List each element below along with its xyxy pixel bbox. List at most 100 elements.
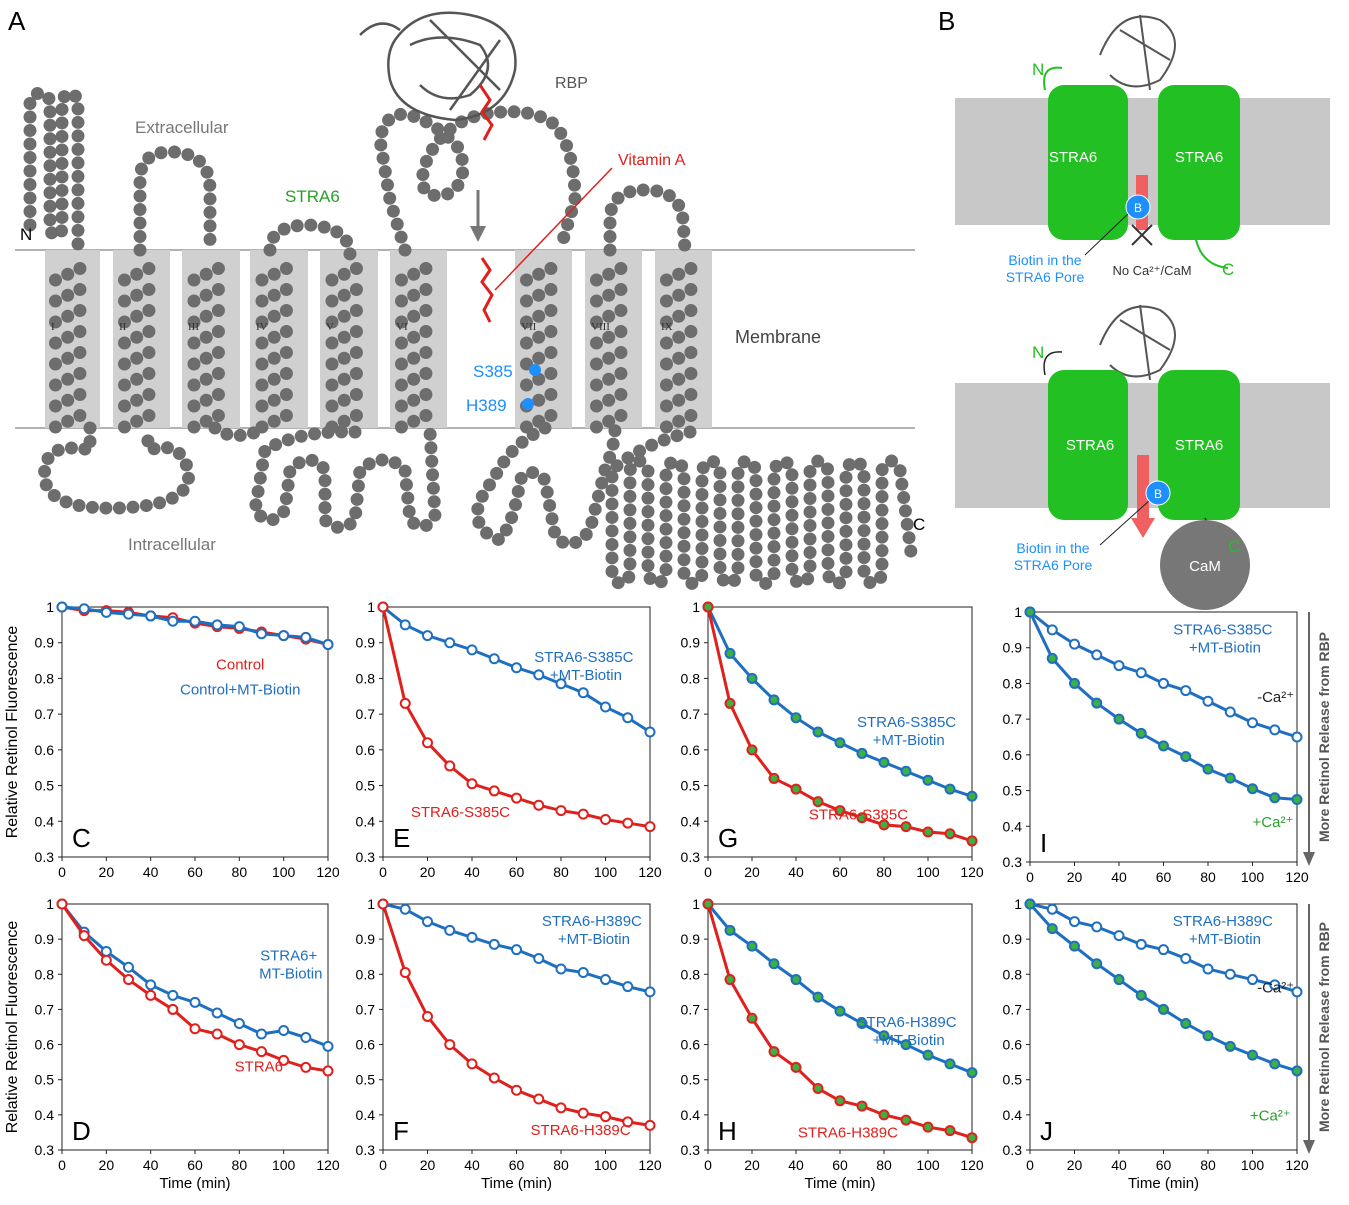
x-tick-label: 60 bbox=[1156, 1157, 1172, 1173]
panel-letter: J bbox=[1040, 1116, 1053, 1146]
data-point bbox=[726, 975, 735, 984]
data-point bbox=[423, 917, 432, 926]
data-point bbox=[601, 815, 610, 824]
y-tick-label: 0.6 bbox=[356, 1037, 376, 1053]
x-tick-label: 20 bbox=[744, 1157, 760, 1173]
region-label: Extracellular bbox=[135, 118, 229, 137]
x-tick-label: 0 bbox=[379, 864, 387, 880]
data-point bbox=[1293, 1066, 1302, 1075]
rbp-structure bbox=[360, 13, 515, 120]
y-tick-label: 0.3 bbox=[356, 1142, 376, 1158]
x-axis-label: Time (min) bbox=[804, 1175, 875, 1192]
y-tick-label: 0.6 bbox=[681, 1037, 701, 1053]
x-tick-label: 80 bbox=[232, 864, 248, 880]
data-point bbox=[924, 1123, 933, 1132]
residue-label: H389 bbox=[466, 396, 507, 415]
x-tick-label: 0 bbox=[704, 864, 712, 880]
data-point bbox=[1226, 708, 1235, 717]
data-point bbox=[579, 688, 588, 697]
data-point bbox=[512, 945, 521, 954]
x-tick-label: 120 bbox=[960, 1157, 984, 1173]
x-tick-label: 100 bbox=[916, 864, 940, 880]
data-point bbox=[1159, 945, 1168, 954]
data-point bbox=[924, 828, 933, 837]
data-point bbox=[748, 674, 757, 683]
data-point bbox=[946, 1126, 955, 1135]
data-point bbox=[445, 926, 454, 935]
c-term-label: C bbox=[1222, 260, 1234, 279]
y-tick-label: 0.7 bbox=[1003, 711, 1023, 727]
data-point bbox=[623, 819, 632, 828]
data-point bbox=[726, 649, 735, 658]
data-point bbox=[401, 620, 410, 629]
y-axis-label: Relative Retinol Fluorescence bbox=[4, 626, 21, 839]
data-point bbox=[770, 695, 779, 704]
data-point bbox=[836, 738, 845, 747]
data-point bbox=[646, 728, 655, 737]
data-point bbox=[1092, 959, 1101, 968]
y-tick-label: 1 bbox=[367, 896, 375, 912]
y-tick-label: 0.3 bbox=[1003, 1142, 1023, 1158]
data-point bbox=[770, 774, 779, 783]
data-point bbox=[257, 629, 266, 638]
y-tick-label: 0.6 bbox=[356, 742, 376, 758]
data-point bbox=[279, 1026, 288, 1035]
series-label: -Ca²⁺ bbox=[1257, 980, 1294, 997]
residue-dot bbox=[529, 364, 541, 376]
arrow-head bbox=[470, 226, 486, 242]
data-point bbox=[168, 991, 177, 1000]
data-point bbox=[124, 610, 133, 619]
panel-b: B STRA6 STRA6 B Biotin in the STRA6 Pore… bbox=[938, 6, 1330, 610]
x-tick-label: 120 bbox=[316, 1157, 340, 1173]
helix-label: VIII bbox=[591, 321, 610, 333]
data-point bbox=[968, 792, 977, 801]
x-tick-label: 60 bbox=[1156, 869, 1172, 885]
side-arrow-head bbox=[1303, 1140, 1315, 1154]
data-point bbox=[1092, 650, 1101, 659]
annotation: No Ca²⁺/CaM bbox=[1112, 263, 1191, 278]
panel-letter: C bbox=[72, 823, 91, 853]
x-tick-label: 40 bbox=[788, 864, 804, 880]
series-label: -Ca²⁺ bbox=[1257, 689, 1294, 706]
x-tick-label: 120 bbox=[960, 864, 984, 880]
y-tick-label: 0.8 bbox=[681, 966, 701, 982]
data-point bbox=[646, 987, 655, 996]
data-point bbox=[770, 1047, 779, 1056]
data-point bbox=[191, 998, 200, 1007]
data-point bbox=[191, 1024, 200, 1033]
y-tick-label: 0.4 bbox=[356, 813, 376, 829]
x-tick-label: 120 bbox=[638, 864, 662, 880]
data-point bbox=[1048, 625, 1057, 634]
data-point bbox=[301, 1063, 310, 1072]
data-point bbox=[534, 670, 543, 679]
data-point bbox=[490, 786, 499, 795]
x-tick-label: 40 bbox=[143, 864, 159, 880]
data-point bbox=[102, 956, 111, 965]
y-tick-label: 0.6 bbox=[1003, 747, 1023, 763]
data-point bbox=[324, 1066, 333, 1075]
y-tick-label: 0.4 bbox=[35, 1107, 55, 1123]
data-point bbox=[902, 1116, 911, 1125]
rbp-structure bbox=[1100, 15, 1175, 90]
data-point bbox=[623, 713, 632, 722]
y-tick-label: 0.4 bbox=[356, 1107, 376, 1123]
data-point bbox=[468, 933, 477, 942]
y-tick-label: 0.9 bbox=[356, 931, 376, 947]
x-tick-label: 100 bbox=[272, 864, 296, 880]
data-point bbox=[1159, 679, 1168, 688]
x-tick-label: 20 bbox=[99, 1157, 115, 1173]
data-point bbox=[146, 611, 155, 620]
data-point bbox=[946, 1059, 955, 1068]
panel-letter: I bbox=[1040, 828, 1047, 858]
plot-frame bbox=[62, 607, 328, 857]
data-point bbox=[1137, 729, 1146, 738]
x-tick-label: 80 bbox=[553, 1157, 569, 1173]
x-tick-label: 100 bbox=[1241, 1157, 1265, 1173]
series-label: Control+MT-Biotin bbox=[180, 682, 300, 699]
data-point bbox=[1115, 661, 1124, 670]
x-tick-label: 100 bbox=[594, 1157, 618, 1173]
data-point bbox=[579, 1109, 588, 1118]
annotation: Biotin in the bbox=[1016, 540, 1089, 556]
y-tick-label: 1 bbox=[692, 896, 700, 912]
helix-label: VII bbox=[521, 321, 537, 333]
